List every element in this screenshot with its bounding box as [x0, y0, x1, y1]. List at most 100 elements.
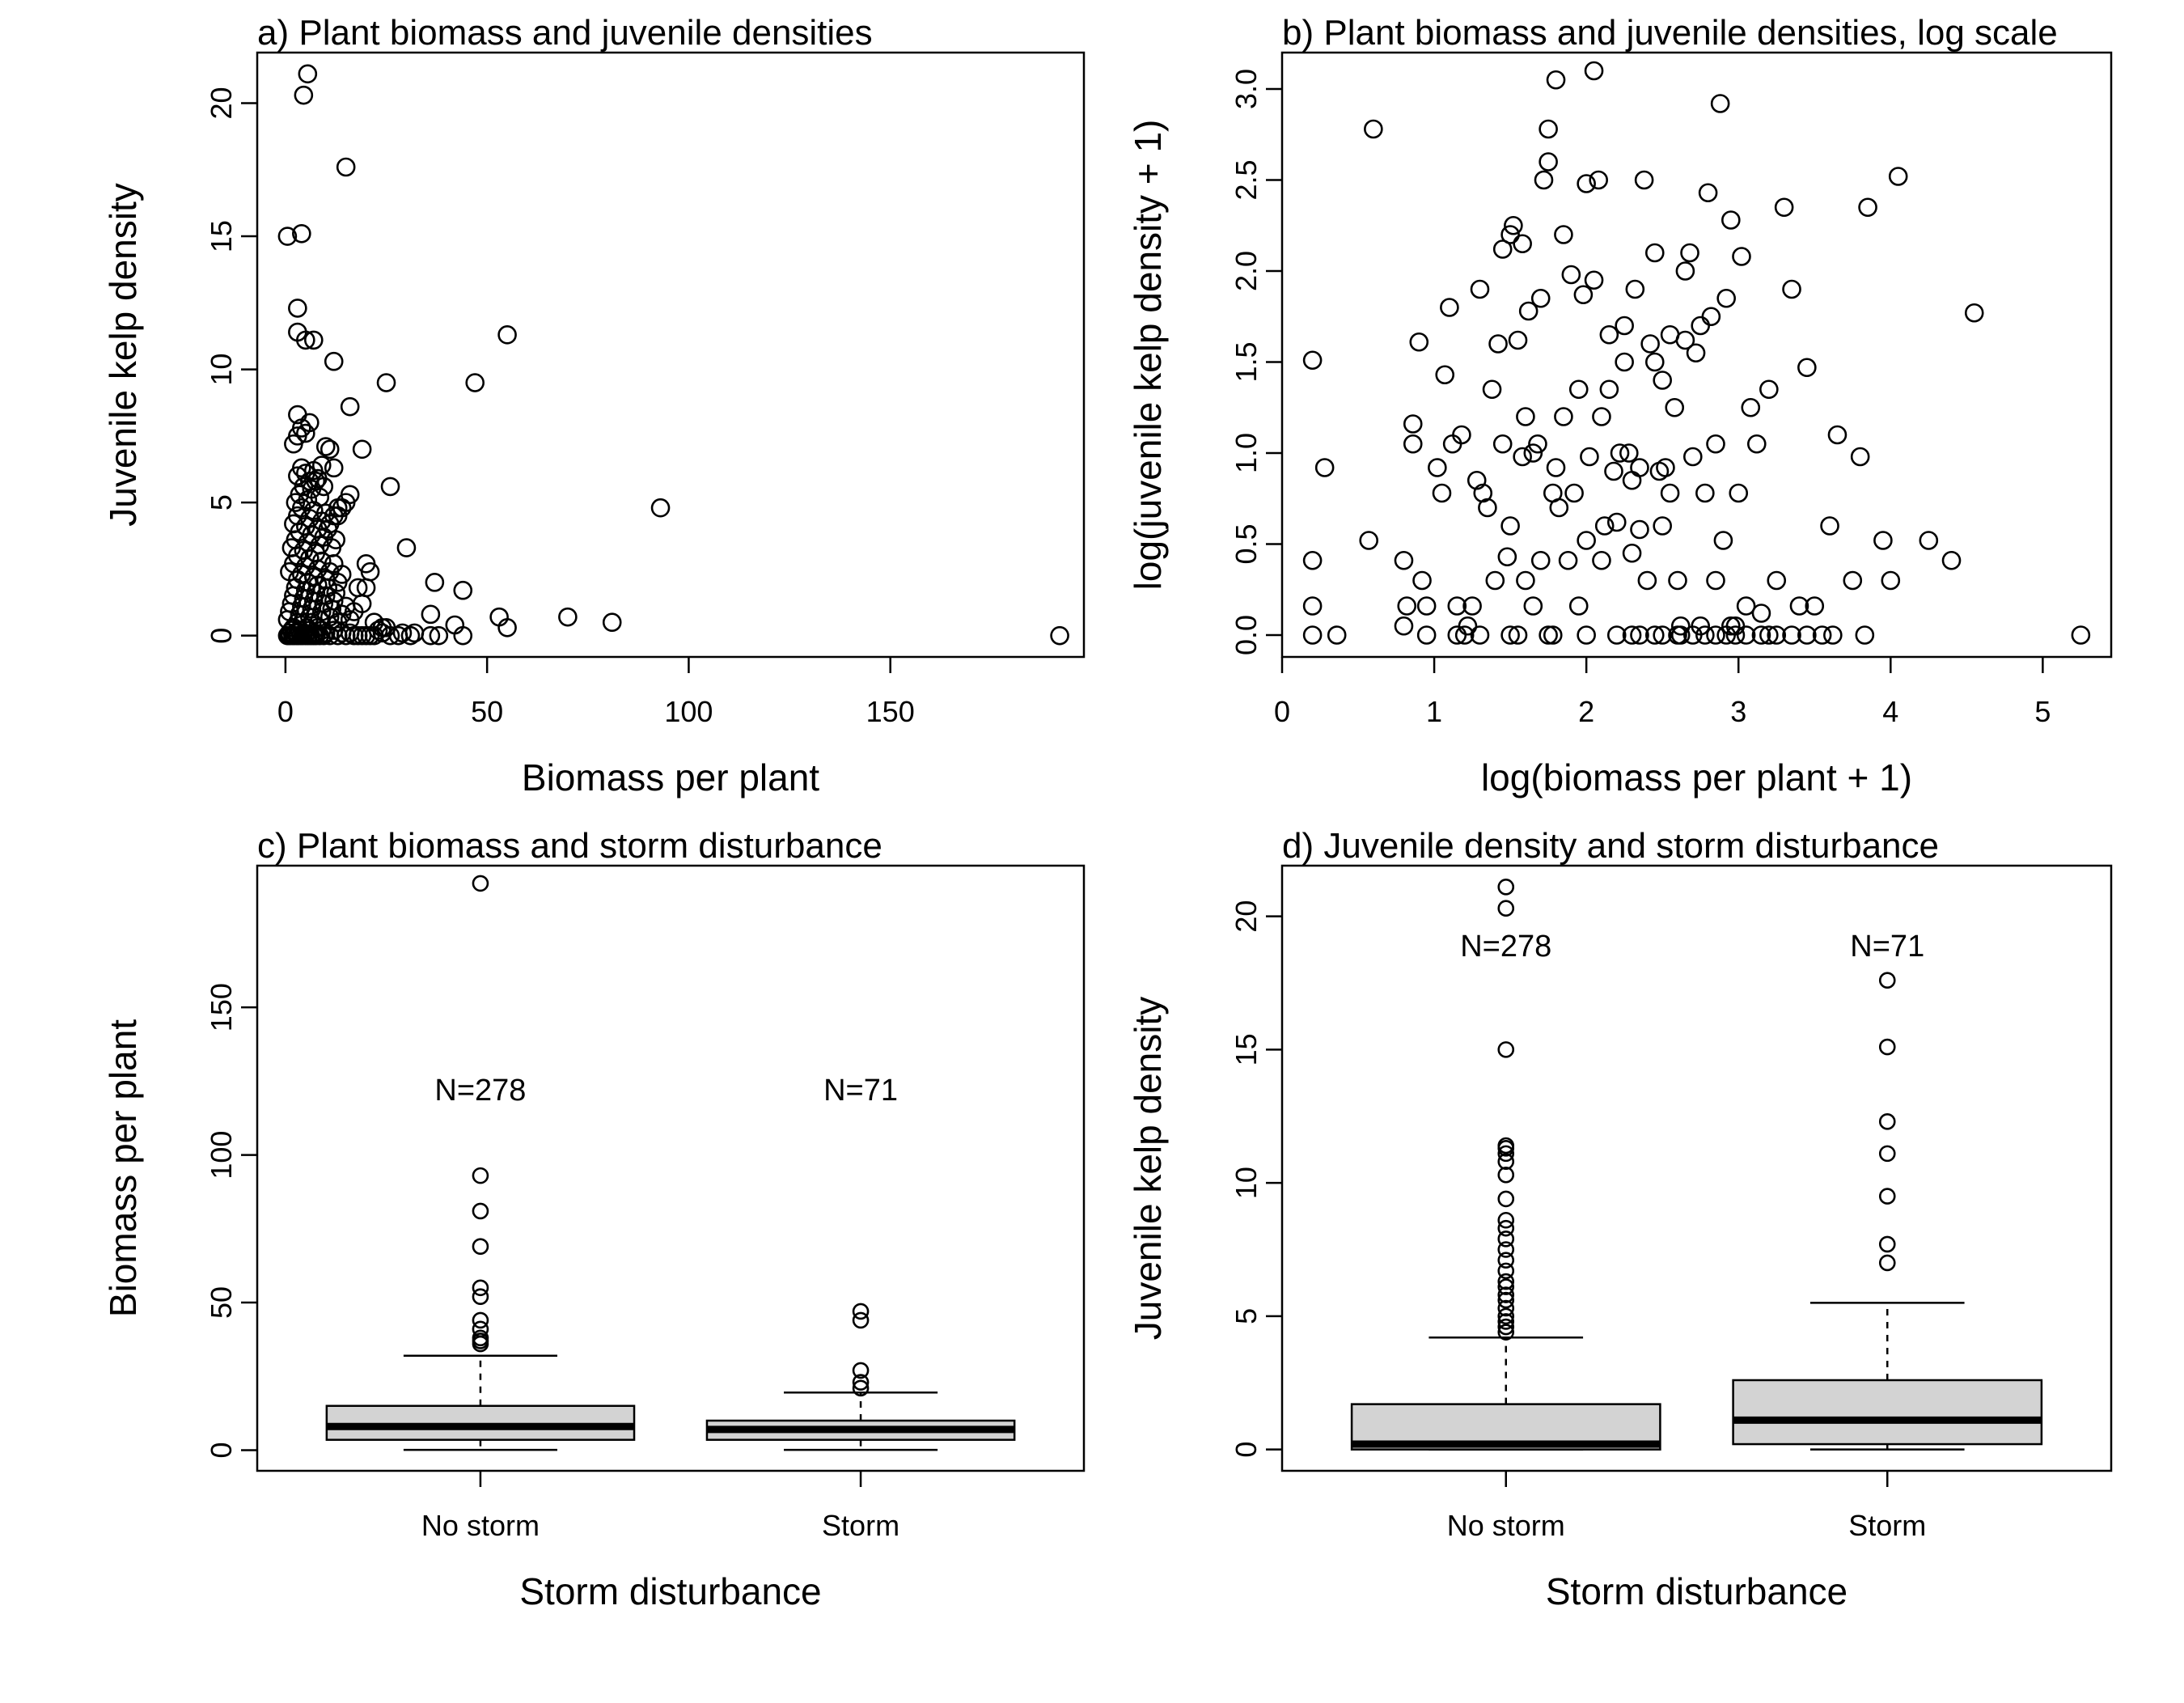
category-label-d: No storm	[1447, 1509, 1565, 1542]
outlier-point-c	[852, 1311, 870, 1329]
y-tick-label-d: 5	[1230, 1308, 1263, 1324]
data-point-b	[1649, 461, 1670, 481]
data-point-a	[465, 373, 485, 392]
data-point-b	[1644, 352, 1665, 372]
data-point-a	[396, 538, 417, 557]
data-point-b	[1797, 358, 1817, 378]
data-point-a	[340, 485, 360, 505]
x-tick-label-a: 50	[471, 695, 503, 728]
outlier-point-d	[1878, 972, 1896, 989]
data-point-a	[294, 85, 314, 105]
data-point-a	[429, 625, 449, 646]
outlier-point-c	[472, 1329, 489, 1347]
data-point-b	[1554, 225, 1573, 244]
outlier-point-c	[472, 1311, 489, 1329]
data-point-b	[1568, 596, 1589, 616]
data-point-a	[298, 490, 318, 510]
data-point-a	[376, 373, 396, 392]
data-point-a	[296, 330, 315, 350]
data-point-b	[1518, 301, 1539, 321]
chart-title-a: a) Plant biomass and juvenile densities	[257, 13, 873, 53]
data-point-a	[296, 423, 315, 443]
data-point-b	[1516, 570, 1535, 591]
panel-c-boxplot: c) Plant biomass and storm disturbance St…	[102, 826, 1086, 1612]
outlier-point-d	[1497, 1262, 1515, 1280]
plot-frame-d	[1280, 864, 2113, 1472]
data-point-a	[421, 604, 441, 625]
outlier-point-d	[1497, 1231, 1515, 1248]
data-point-a	[324, 458, 344, 478]
data-point-b	[1964, 303, 1984, 323]
data-point-a	[332, 565, 352, 584]
chart-title-d: d) Juvenile density and storm disturbanc…	[1282, 826, 1939, 866]
data-point-b	[1640, 334, 1660, 354]
data-point-b	[1725, 616, 1746, 636]
data-point-b	[1751, 625, 1771, 645]
y-axis-label-a: Juvenile kelp density	[102, 183, 144, 526]
data-point-b	[1403, 434, 1423, 454]
data-point-b	[1888, 167, 1908, 186]
x-axis-label-b: log(biomass per plant + 1)	[1481, 756, 1912, 799]
y-tick-label-a: 10	[205, 354, 238, 386]
data-point-b	[1653, 516, 1672, 536]
data-point-b	[1539, 119, 1558, 139]
outlier-point-c	[852, 1379, 870, 1397]
data-point-b	[1523, 596, 1543, 616]
data-point-b	[1670, 616, 1691, 636]
data-point-b	[1302, 550, 1323, 570]
data-point-b	[1492, 239, 1513, 259]
data-point-a	[400, 625, 421, 646]
data-point-b	[1622, 470, 1642, 490]
outlier-point-d	[1497, 1291, 1515, 1309]
data-point-b	[1440, 298, 1459, 317]
data-point-b	[1558, 550, 1578, 570]
data-point-b	[1447, 596, 1467, 616]
outlier-point-c	[472, 1279, 489, 1297]
data-point-b	[1941, 550, 1962, 570]
data-point-b	[1500, 516, 1520, 536]
data-point-a	[650, 498, 671, 518]
data-point-b	[1653, 371, 1672, 390]
y-tick-label-c: 50	[205, 1286, 238, 1319]
y-tick-label-a: 5	[205, 494, 238, 510]
data-point-b	[1746, 434, 1767, 454]
data-point-b	[1416, 596, 1437, 616]
data-point-b	[1539, 152, 1558, 172]
data-point-b	[1721, 210, 1741, 230]
data-point-b	[1500, 225, 1520, 244]
data-point-b	[1741, 397, 1761, 417]
data-point-b	[1534, 170, 1554, 190]
data-point-b	[1513, 234, 1532, 254]
data-point-b	[1732, 247, 1751, 266]
data-point-b	[1592, 407, 1611, 426]
data-point-b	[2071, 625, 2091, 645]
data-point-b	[1843, 570, 1863, 591]
data-point-b	[1458, 616, 1478, 636]
data-point-a	[1050, 625, 1069, 646]
outlier-point-c	[852, 1362, 870, 1379]
outlier-point-d	[1497, 1313, 1515, 1330]
data-point-b	[1716, 288, 1736, 308]
outlier-point-d	[1497, 1307, 1515, 1325]
outlier-point-c	[852, 1303, 870, 1320]
data-point-b	[1416, 625, 1437, 645]
outlier-point-d	[1497, 1041, 1515, 1058]
data-point-a	[602, 612, 622, 633]
data-point-b	[1394, 616, 1414, 636]
data-point-b	[1827, 425, 1848, 445]
x-tick-label-a: 150	[866, 695, 915, 728]
data-point-b	[1428, 458, 1447, 477]
data-point-b	[1409, 332, 1429, 352]
y-tick-label-b: 3.0	[1230, 69, 1263, 109]
data-point-b	[1858, 197, 1877, 218]
data-point-b	[1364, 119, 1383, 139]
data-point-b	[1302, 596, 1323, 616]
chart-title-b: b) Plant biomass and juvenile densities,…	[1282, 13, 2058, 53]
data-point-b	[1606, 512, 1627, 532]
y-tick-label-a: 15	[205, 220, 238, 252]
data-point-b	[1604, 461, 1623, 481]
y-axis-label-b: log(juvenile kelp density + 1)	[1127, 120, 1169, 591]
outlier-point-d	[1878, 1188, 1896, 1205]
data-point-b	[1568, 379, 1589, 400]
data-point-b	[1599, 324, 1619, 345]
